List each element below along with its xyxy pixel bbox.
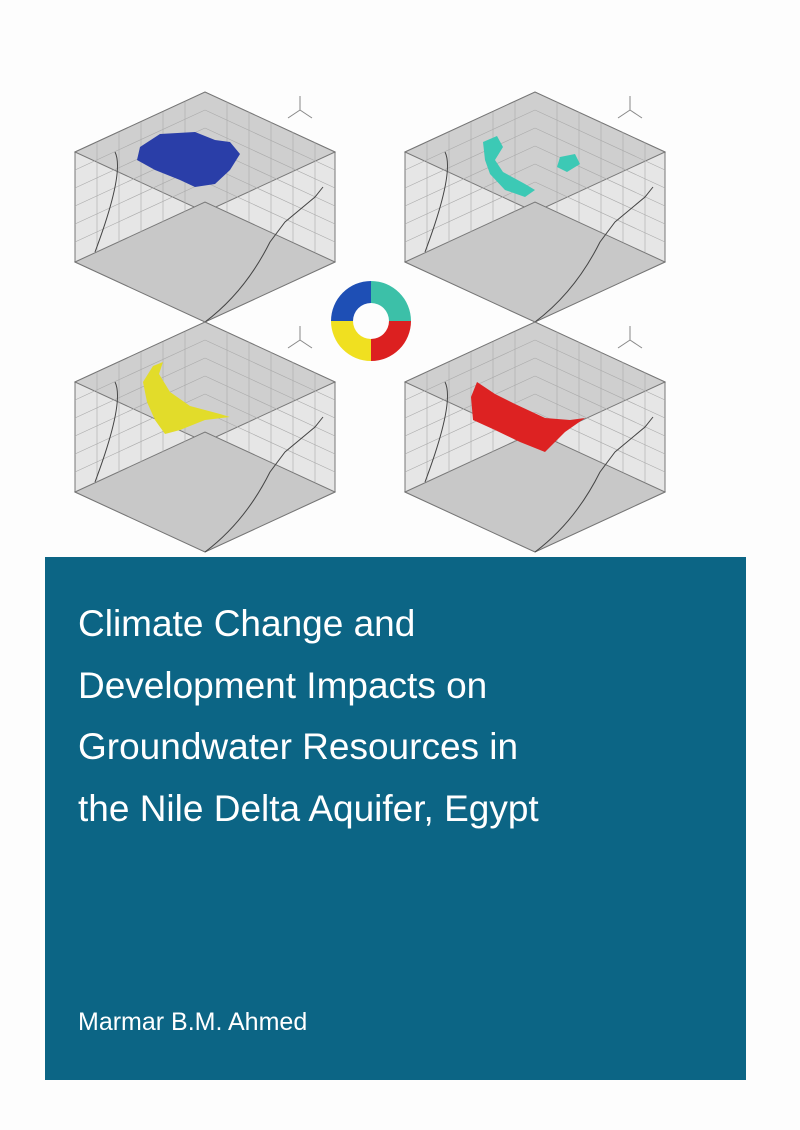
author-name: Marmar B.M. Ahmed <box>78 1008 308 1036</box>
title-line: Climate Change and <box>78 603 416 644</box>
cover-illustration <box>73 91 667 553</box>
axis-tripod-icon <box>287 326 313 349</box>
aquifer-volume <box>137 132 240 187</box>
aquifer-volume <box>143 362 230 434</box>
3d-plot <box>73 91 337 323</box>
book-title: Climate Change and Development Impacts o… <box>78 593 728 839</box>
title-panel: Climate Change and Development Impacts o… <box>45 557 746 1080</box>
aquifer-volume <box>471 382 585 452</box>
title-line: the Nile Delta Aquifer, Egypt <box>78 787 539 829</box>
axis-tripod-icon <box>287 96 313 119</box>
title-line: Development Impacts on <box>78 664 488 706</box>
3d-plot <box>403 321 667 553</box>
axis-tripod-icon <box>617 96 643 119</box>
donut-segment <box>331 281 371 321</box>
axis-tripod-icon <box>617 326 643 349</box>
aquifer-volume <box>483 136 580 197</box>
3d-plot <box>403 91 667 323</box>
title-line: Groundwater Resources in <box>78 726 519 767</box>
donut-segment <box>371 281 411 321</box>
donut-segment <box>371 321 411 361</box>
3d-plot <box>73 321 337 553</box>
donut-segment <box>331 321 371 361</box>
